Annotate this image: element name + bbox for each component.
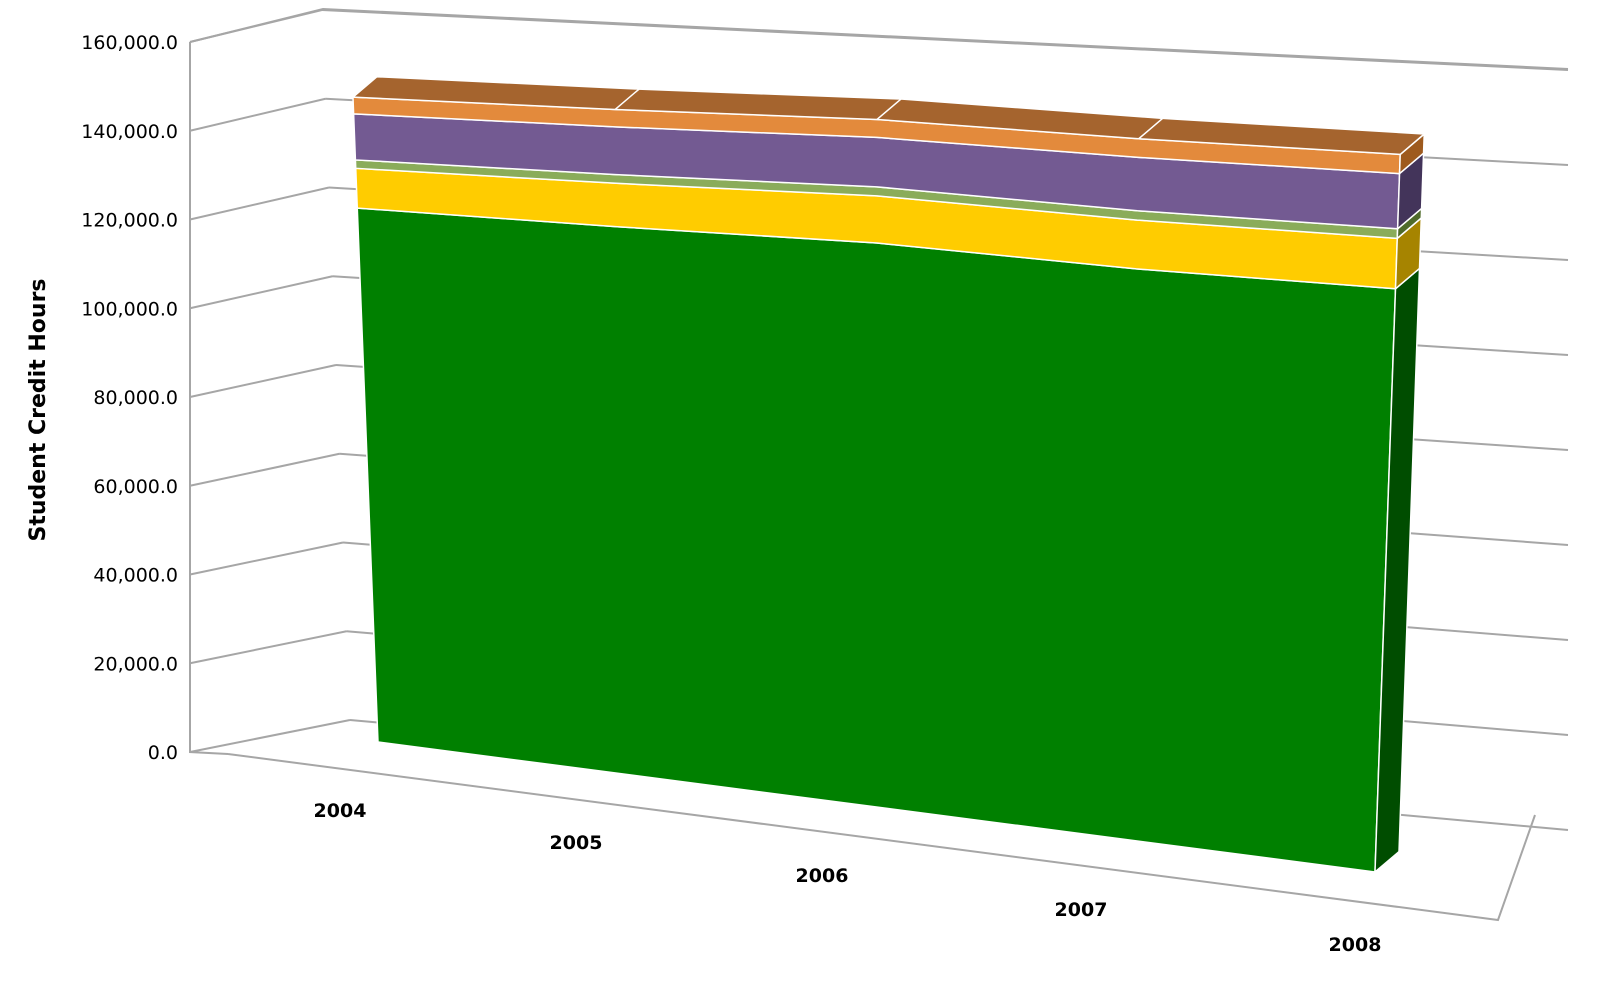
y-tick-label: 0.0 bbox=[148, 742, 178, 764]
x-tick-label: 2007 bbox=[1055, 899, 1108, 921]
top-surface-divider bbox=[1138, 117, 1164, 140]
y-tick-label: 160,000.0 bbox=[81, 32, 178, 54]
x-tick-label: 2004 bbox=[314, 800, 367, 822]
data-series bbox=[352, 75, 1425, 873]
y-tick-label: 40,000.0 bbox=[93, 565, 178, 587]
x-tick-label: 2008 bbox=[1329, 934, 1382, 956]
y-axis-label: Student Credit Hours bbox=[26, 278, 51, 541]
x-tick-label: 2005 bbox=[550, 832, 603, 854]
top-surface bbox=[352, 75, 1425, 156]
x-axis-ticks: 2004 2005 2006 2007 2008 bbox=[314, 800, 1382, 956]
y-tick-label: 20,000.0 bbox=[93, 653, 178, 675]
y-tick-label: 80,000.0 bbox=[93, 387, 178, 409]
y-tick-label: 120,000.0 bbox=[81, 210, 178, 232]
y-tick-label: 60,000.0 bbox=[93, 476, 178, 498]
y-axis-ticks: 0.0 20,000.0 40,000.0 60,000.0 80,000.0 100,0… bbox=[81, 32, 178, 764]
x-tick-label: 2006 bbox=[796, 865, 849, 887]
top-surface-divider bbox=[876, 98, 902, 121]
top-surface-divider bbox=[614, 88, 640, 111]
series-band-1 bbox=[356, 207, 1397, 873]
y-tick-label: 140,000.0 bbox=[81, 121, 178, 143]
y-tick-label: 100,000.0 bbox=[81, 298, 178, 320]
